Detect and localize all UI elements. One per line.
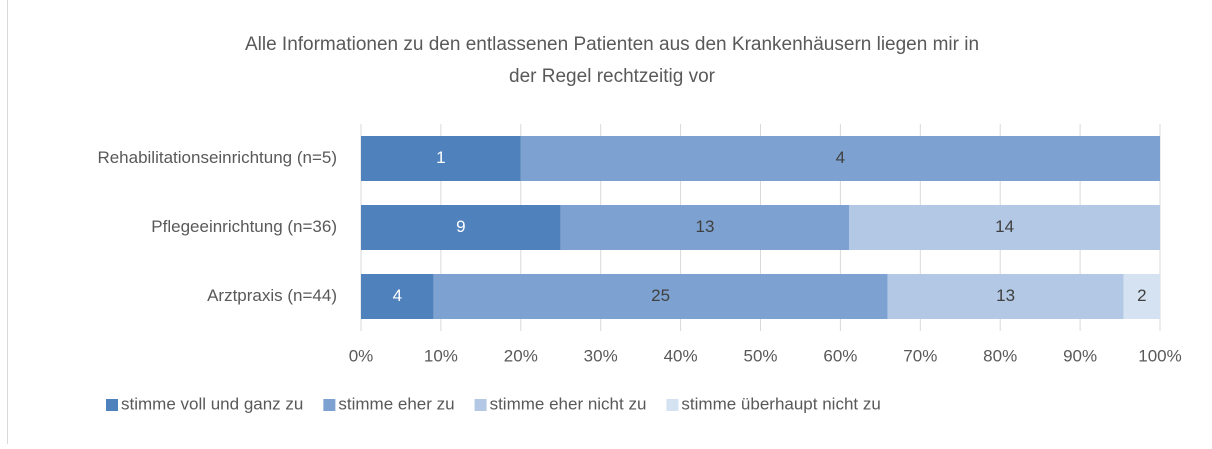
x-tick-label: 100% xyxy=(1138,346,1181,365)
legend-label: stimme überhaupt nicht zu xyxy=(681,394,880,413)
y-tick-label: Rehabilitationseinrichtung (n=5) xyxy=(97,148,337,167)
data-label: 25 xyxy=(651,286,670,305)
legend-label: stimme voll und ganz zu xyxy=(121,394,303,413)
y-tick-label: Pflegeeinrichtung (n=36) xyxy=(151,217,337,236)
bar-segment xyxy=(361,205,561,250)
legend-swatch xyxy=(106,399,118,411)
legend-swatch xyxy=(323,399,336,411)
data-label: 4 xyxy=(836,148,845,167)
bar-segment xyxy=(433,274,888,319)
bar-segment xyxy=(1123,274,1160,319)
x-tick-label: 20% xyxy=(504,346,538,365)
x-tick-label: 10% xyxy=(424,346,458,365)
data-label: 13 xyxy=(996,286,1015,305)
x-tick-label: 60% xyxy=(823,346,857,365)
bar-segment xyxy=(560,205,850,250)
legend-swatch xyxy=(666,399,679,411)
chart-title: Alle Informationen zu den entlassenen Pa… xyxy=(245,34,979,55)
x-tick-label: 70% xyxy=(903,346,937,365)
x-tick-label: 40% xyxy=(664,346,698,365)
data-label: 14 xyxy=(995,217,1014,236)
data-label: 1 xyxy=(436,148,445,167)
data-label: 13 xyxy=(696,217,715,236)
x-tick-label: 80% xyxy=(983,346,1017,365)
legend-label: stimme eher nicht zu xyxy=(490,394,647,413)
legend-swatch xyxy=(474,399,487,411)
bar-segment xyxy=(849,205,1160,250)
x-tick-label: 30% xyxy=(584,346,618,365)
bar-segment xyxy=(361,136,521,181)
y-tick-label: Arztpraxis (n=44) xyxy=(207,286,337,305)
data-label: 2 xyxy=(1137,286,1146,305)
data-label: 9 xyxy=(456,217,465,236)
bar-segment xyxy=(887,274,1124,319)
x-tick-label: 0% xyxy=(349,346,374,365)
x-tick-label: 50% xyxy=(743,346,777,365)
legend-label: stimme eher zu xyxy=(338,394,454,413)
x-tick-label: 90% xyxy=(1063,346,1097,365)
bar-segment xyxy=(520,136,1160,181)
bar-segment xyxy=(361,274,434,319)
chart-title: der Regel rechtzeitig vor xyxy=(509,66,716,87)
data-label: 4 xyxy=(393,286,402,305)
